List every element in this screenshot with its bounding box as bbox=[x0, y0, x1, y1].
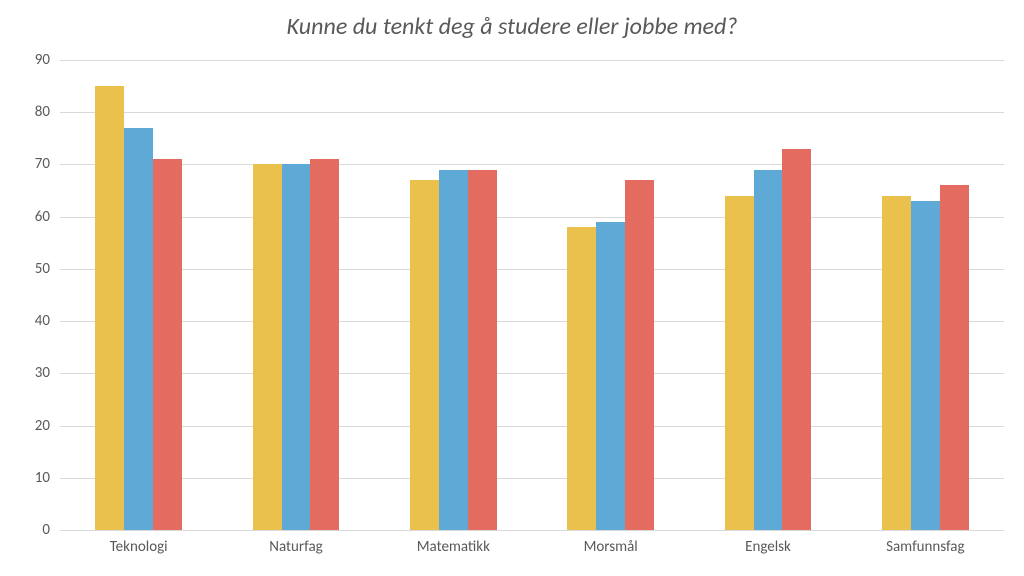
gridline bbox=[60, 530, 1004, 531]
bar bbox=[95, 86, 124, 530]
chart-container: Kunne du tenkt deg å studere eller jobbe… bbox=[0, 0, 1024, 576]
y-tick-label: 0 bbox=[10, 521, 60, 539]
bar bbox=[596, 222, 625, 530]
bar bbox=[410, 180, 439, 530]
y-tick-label: 10 bbox=[10, 469, 60, 487]
y-tick-label: 20 bbox=[10, 417, 60, 435]
gridline bbox=[60, 164, 1004, 165]
x-tick-label: Matematikk bbox=[417, 530, 490, 556]
bar bbox=[882, 196, 911, 530]
bar bbox=[153, 159, 182, 530]
y-tick-label: 40 bbox=[10, 312, 60, 330]
gridline bbox=[60, 217, 1004, 218]
y-tick-label: 60 bbox=[10, 208, 60, 226]
bar bbox=[754, 170, 783, 530]
gridline bbox=[60, 373, 1004, 374]
x-tick-label: Engelsk bbox=[745, 530, 791, 556]
bar bbox=[310, 159, 339, 530]
bar bbox=[567, 227, 596, 530]
gridline bbox=[60, 60, 1004, 61]
y-tick-label: 30 bbox=[10, 364, 60, 382]
bar bbox=[282, 164, 311, 530]
plot-area: 0102030405060708090TeknologiNaturfagMate… bbox=[60, 60, 1004, 530]
y-tick-label: 70 bbox=[10, 155, 60, 173]
bar bbox=[625, 180, 654, 530]
bar bbox=[725, 196, 754, 530]
bar bbox=[124, 128, 153, 530]
bar bbox=[468, 170, 497, 530]
y-tick-label: 80 bbox=[10, 103, 60, 121]
chart-title: Kunne du tenkt deg å studere eller jobbe… bbox=[0, 12, 1024, 41]
gridline bbox=[60, 269, 1004, 270]
x-tick-label: Morsmål bbox=[584, 530, 638, 556]
x-tick-label: Samfunnsfag bbox=[886, 530, 964, 556]
y-tick-label: 50 bbox=[10, 260, 60, 278]
bar bbox=[253, 164, 282, 530]
gridline bbox=[60, 112, 1004, 113]
y-tick-label: 90 bbox=[10, 51, 60, 69]
gridline bbox=[60, 478, 1004, 479]
x-tick-label: Naturfag bbox=[269, 530, 322, 556]
bar bbox=[911, 201, 940, 530]
bar bbox=[782, 149, 811, 530]
x-tick-label: Teknologi bbox=[110, 530, 168, 556]
bar bbox=[439, 170, 468, 530]
gridline bbox=[60, 321, 1004, 322]
gridline bbox=[60, 426, 1004, 427]
bar bbox=[940, 185, 969, 530]
